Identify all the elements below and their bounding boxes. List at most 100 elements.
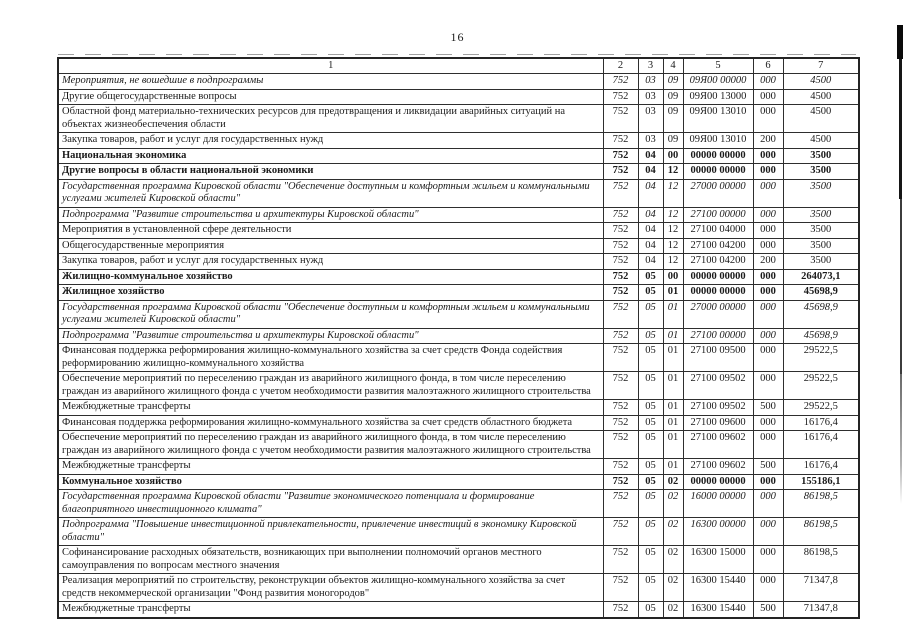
row-value-c2: 752 [602,284,639,301]
row-value-c2: 752 [602,147,639,164]
row-value-c6: 000 [752,88,784,105]
row-value-c7: 3500 [782,253,860,270]
table-row: Софинансирование расходных обязательств,… [57,545,860,574]
column-header: 3 [637,57,664,74]
row-value-c7: 86198,5 [782,517,860,546]
table-row: Подпрограмма "Повышение инвестиционной п… [57,517,860,546]
row-value-c3: 05 [637,371,664,400]
row-value-c4: 01 [662,371,684,400]
row-value-c3: 05 [637,458,664,475]
row-value-c2: 752 [602,399,639,416]
row-value-c7: 4500 [782,104,860,133]
row-value-c4: 02 [662,489,684,518]
row-value-c7: 3500 [782,222,860,239]
table-row: Государственная программа Кировской обла… [57,178,860,208]
row-value-c5: 09Я00 00000 [682,73,754,90]
row-value-c3: 03 [637,73,664,90]
row-value-c7: 155186,1 [782,473,860,490]
row-value-c5: 27100 04200 [682,237,754,254]
row-label: Софинансирование расходных обязательств,… [57,545,604,574]
row-value-c5: 00000 00000 [682,284,754,301]
row-value-c5: 09Я00 13000 [682,88,754,105]
row-value-c4: 09 [662,132,684,149]
row-value-c7: 3500 [782,147,860,164]
row-value-c2: 752 [602,73,639,90]
row-value-c7: 3500 [782,206,860,223]
row-value-c3: 05 [637,489,664,518]
row-value-c2: 752 [602,104,639,133]
row-label: Финансовая поддержка реформирования жили… [57,414,604,431]
scan-artifact-segment [900,374,902,504]
table-row: Мероприятия в установленной сфере деятел… [57,222,860,239]
row-value-c4: 12 [662,178,684,208]
row-value-c2: 752 [602,517,639,546]
column-header: 2 [602,57,639,74]
page-number: 16 [450,30,465,44]
row-value-c6: 500 [752,458,784,475]
row-label: Коммунальное хозяйство [57,473,604,490]
row-value-c4: 01 [662,414,684,431]
row-value-c4: 00 [662,268,684,285]
row-value-c5: 00000 00000 [682,163,754,180]
row-label: Закупка товаров, работ и услуг для госуд… [57,132,604,149]
row-label: Жилищно-коммунальное хозяйство [57,268,604,285]
row-value-c2: 752 [602,458,639,475]
row-value-c2: 752 [602,299,639,329]
table-row: Другие общегосударственные вопросы 752 03 0… [57,88,860,105]
row-value-c2: 752 [602,206,639,223]
table-row: Мероприятия, не вошедшие в подпрограммы 7… [57,73,860,90]
row-label: Другие общегосударственные вопросы [57,88,604,105]
scan-artifact-segment [899,59,902,199]
row-value-c6: 000 [752,517,784,546]
row-value-c6: 000 [752,545,784,574]
table-row: Реализация мероприятий по строительству,… [57,573,860,602]
row-value-c4: 01 [662,458,684,475]
row-value-c6: 000 [752,147,784,164]
row-value-c3: 03 [637,104,664,133]
row-value-c3: 05 [637,601,664,618]
table-row: Коммунальное хозяйство 752 05 02 00000 00000… [57,473,860,490]
row-value-c7: 45698,9 [782,284,860,301]
row-value-c3: 05 [637,399,664,416]
row-value-c3: 04 [637,147,664,164]
row-value-c5: 27100 00000 [682,206,754,223]
row-label: Закупка товаров, работ и услуг для госуд… [57,253,604,270]
table-row: Закупка товаров, работ и услуг для госуд… [57,253,860,270]
row-value-c4: 02 [662,573,684,602]
row-value-c2: 752 [602,268,639,285]
table-row: Подпрограмма "Развитие строительства и а… [57,206,860,223]
row-value-c7: 16176,4 [782,458,860,475]
column-header: 7 [782,57,860,74]
row-label: Межбюджетные трансферты [57,399,604,416]
row-value-c3: 05 [637,284,664,301]
row-label: Финансовая поддержка реформирования жили… [57,343,604,372]
row-value-c5: 27100 04000 [682,222,754,239]
row-value-c7: 4500 [782,73,860,90]
row-value-c6: 000 [752,73,784,90]
scan-artifact-segment [900,199,902,374]
table-row: Межбюджетные трансферты 752 05 02 16300 1544… [57,601,860,618]
table-row: Государственная программа Кировской обла… [57,489,860,518]
row-value-c2: 752 [602,163,639,180]
row-value-c4: 12 [662,206,684,223]
row-value-c2: 752 [602,573,639,602]
row-value-c4: 12 [662,253,684,270]
row-value-c4: 09 [662,73,684,90]
row-value-c5: 16300 00000 [682,517,754,546]
table-row: Государственная программа Кировской обла… [57,299,860,329]
row-value-c2: 752 [602,253,639,270]
row-value-c3: 04 [637,253,664,270]
row-value-c5: 16300 15000 [682,545,754,574]
row-value-c6: 000 [752,163,784,180]
row-value-c3: 03 [637,88,664,105]
row-value-c5: 00000 00000 [682,147,754,164]
row-value-c5: 16000 00000 [682,489,754,518]
row-value-c6: 200 [752,132,784,149]
row-value-c4: 12 [662,222,684,239]
table-row: Подпрограмма "Развитие строительства и а… [57,327,860,344]
row-value-c5: 27100 00000 [682,327,754,344]
row-value-c5: 16300 15440 [682,601,754,618]
row-value-c5: 16300 15440 [682,573,754,602]
row-value-c2: 752 [602,178,639,208]
